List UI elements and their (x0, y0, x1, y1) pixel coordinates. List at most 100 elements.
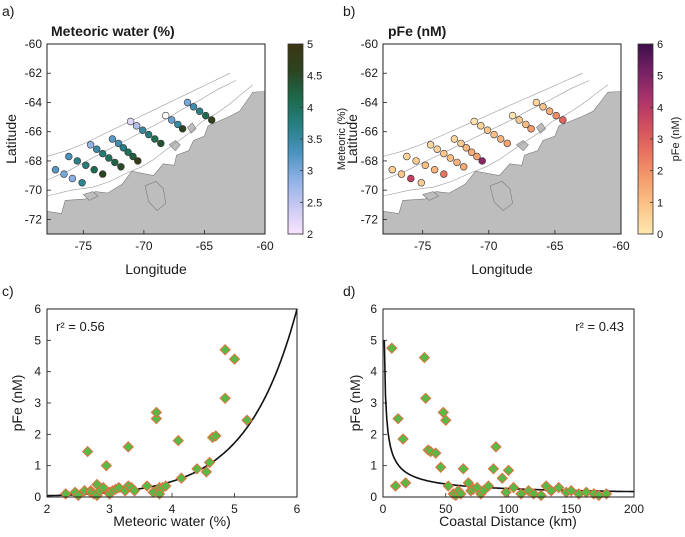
data-point (600, 488, 613, 500)
station-marker (178, 125, 187, 133)
data-point (122, 441, 134, 453)
station-marker (403, 152, 411, 161)
station-marker (195, 107, 204, 115)
colorbar-b-label: pFe (nM) (670, 117, 682, 162)
panel-d-scatter: 0 50 100 150 200 0 1 2 3 4 5 6 r² = 0.43 Coastal Di… (347, 302, 644, 529)
panel-a-map: -75 -70 -65 -60 -60 -62 -64 -66 -68 -70 -72 Longit… (3, 37, 348, 277)
y-tick-label: 3 (34, 396, 41, 410)
y-tick-label: 2 (370, 427, 377, 441)
station-marker (515, 116, 523, 124)
plot-d-points (386, 342, 613, 502)
station-marker (189, 103, 198, 111)
island (516, 140, 529, 152)
y-tick-label: -68 (25, 154, 43, 168)
y-tick-label: -64 (25, 95, 43, 109)
plot-c-frame (46, 308, 298, 498)
station-marker (453, 158, 461, 167)
data-point (496, 472, 508, 484)
station-marker (132, 122, 141, 130)
station-marker (105, 154, 113, 162)
island (489, 181, 513, 211)
x-tick-label: 150 (561, 502, 581, 516)
data-point (175, 472, 188, 484)
data-point (507, 481, 520, 494)
data-point (435, 461, 447, 473)
x-tick-label: -75 (414, 239, 432, 253)
colorbar-tick-label: 5 (657, 71, 663, 83)
x-tick-label: -60 (612, 239, 630, 253)
station-marker (446, 154, 455, 162)
station-marker (407, 174, 415, 183)
map-b-xlabel: Longitude (471, 261, 533, 277)
x-tick-label: -70 (135, 239, 153, 253)
y-tick-label: -60 (25, 37, 43, 51)
station-marker (108, 135, 117, 143)
data-point (482, 480, 495, 492)
data-point (160, 480, 172, 492)
data-point (389, 480, 402, 492)
depth-contour (47, 72, 231, 157)
colorbar-tick-label: 3 (657, 134, 663, 146)
y-tick-label: -66 (361, 125, 379, 139)
y-tick-label: 6 (34, 302, 41, 316)
colorbar-tick-label: 6 (657, 39, 663, 51)
y-tick-label: 1 (370, 459, 377, 473)
station-marker (412, 157, 420, 165)
data-point (100, 459, 113, 472)
panel-title-a: Meteoric water (%) (51, 23, 175, 39)
data-point (150, 406, 163, 419)
station-marker (139, 126, 147, 134)
x-tick-label: 4 (169, 502, 176, 516)
station-marker (545, 107, 554, 115)
station-marker (126, 117, 135, 126)
station-marker (162, 111, 170, 120)
plot-c-xlabel: Meteoric water (%) (113, 513, 230, 529)
colorbar-tick-label: 4 (307, 102, 313, 114)
data-point (455, 488, 467, 500)
plot-d-xlabel: Coastal Distance (km) (439, 513, 577, 529)
y-tick-label: 1 (34, 459, 41, 473)
station-marker (145, 130, 153, 139)
data-point (399, 477, 412, 489)
data-point (527, 488, 540, 500)
station-marker (527, 125, 535, 133)
station-marker (73, 157, 82, 165)
plot-c-area (47, 309, 297, 497)
station-marker (98, 170, 107, 178)
data-point (440, 414, 452, 426)
y-tick-label: 0 (370, 490, 377, 504)
data-point (430, 447, 442, 459)
colorbar-tick-label: 0 (657, 229, 663, 241)
station-marker (90, 166, 98, 174)
station-marker (462, 144, 470, 152)
station-marker (82, 161, 90, 170)
station-marker (440, 149, 448, 158)
y-tick-label: -60 (361, 37, 379, 51)
island (168, 140, 181, 152)
x-tick-label: -65 (196, 239, 214, 253)
plot-c-r2: r² = 0.56 (56, 319, 105, 334)
data-point (419, 392, 432, 405)
x-tick-label: -60 (256, 239, 274, 253)
station-marker (114, 139, 123, 148)
station-marker (417, 179, 425, 187)
data-point (487, 463, 500, 475)
station-marker (457, 139, 465, 148)
station-marker (397, 170, 406, 178)
y-tick-label: -62 (25, 66, 43, 80)
data-point (203, 456, 216, 469)
data-point (386, 342, 398, 354)
station-marker (51, 166, 60, 174)
colorbar-tick-label: 5 (307, 39, 313, 51)
island (144, 181, 167, 212)
y-tick-label: -66 (25, 125, 43, 139)
station-marker (522, 120, 530, 129)
map-a-landmass (47, 91, 265, 234)
data-point (228, 353, 241, 365)
colorbar-tick-label: 3.5 (307, 134, 322, 146)
island (536, 122, 546, 134)
y-tick-label: 2 (34, 427, 41, 441)
y-tick-label: -72 (361, 212, 379, 226)
colorbar-tick-label: 3 (307, 166, 313, 178)
